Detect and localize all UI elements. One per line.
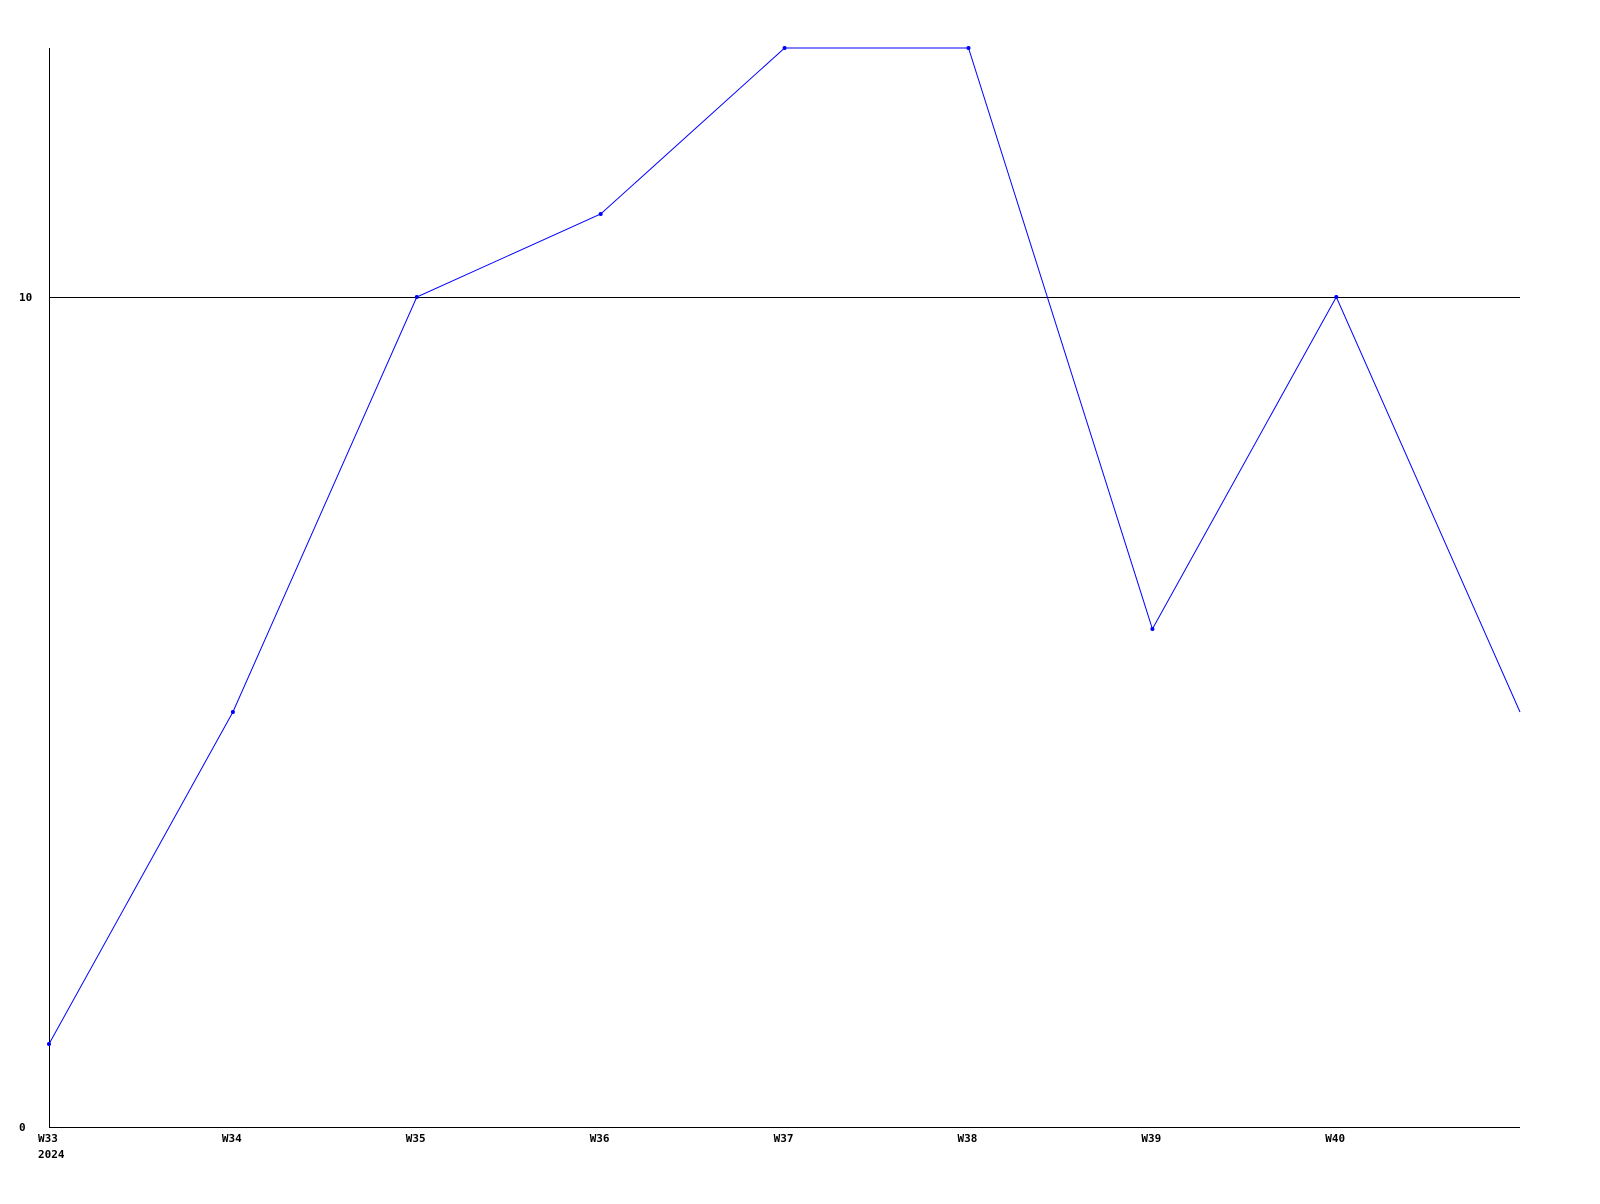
series-line bbox=[48, 47, 1521, 1045]
x-tick-label: W36 bbox=[590, 1132, 610, 1145]
x-tick-label: W37 bbox=[774, 1132, 794, 1145]
x-tick-label: W33 bbox=[38, 1132, 58, 1145]
y-tick-label-10: 10 bbox=[19, 291, 32, 304]
y-tick-label-0: 0 bbox=[19, 1121, 26, 1134]
data-point bbox=[1334, 295, 1339, 299]
x-tick-label: W34 bbox=[222, 1132, 242, 1145]
data-point bbox=[47, 1042, 51, 1046]
x-tick-label: W40 bbox=[1325, 1132, 1345, 1145]
data-point bbox=[598, 212, 603, 216]
data-point bbox=[782, 46, 787, 50]
x-tick-label: W39 bbox=[1141, 1132, 1161, 1145]
data-point bbox=[1150, 627, 1155, 631]
x-tick-label: W35 bbox=[406, 1132, 426, 1145]
data-point bbox=[966, 46, 971, 50]
data-point bbox=[230, 710, 235, 714]
x-tick-label: W38 bbox=[958, 1132, 978, 1145]
data-point bbox=[414, 295, 419, 299]
year-label: 2024 bbox=[38, 1148, 65, 1161]
